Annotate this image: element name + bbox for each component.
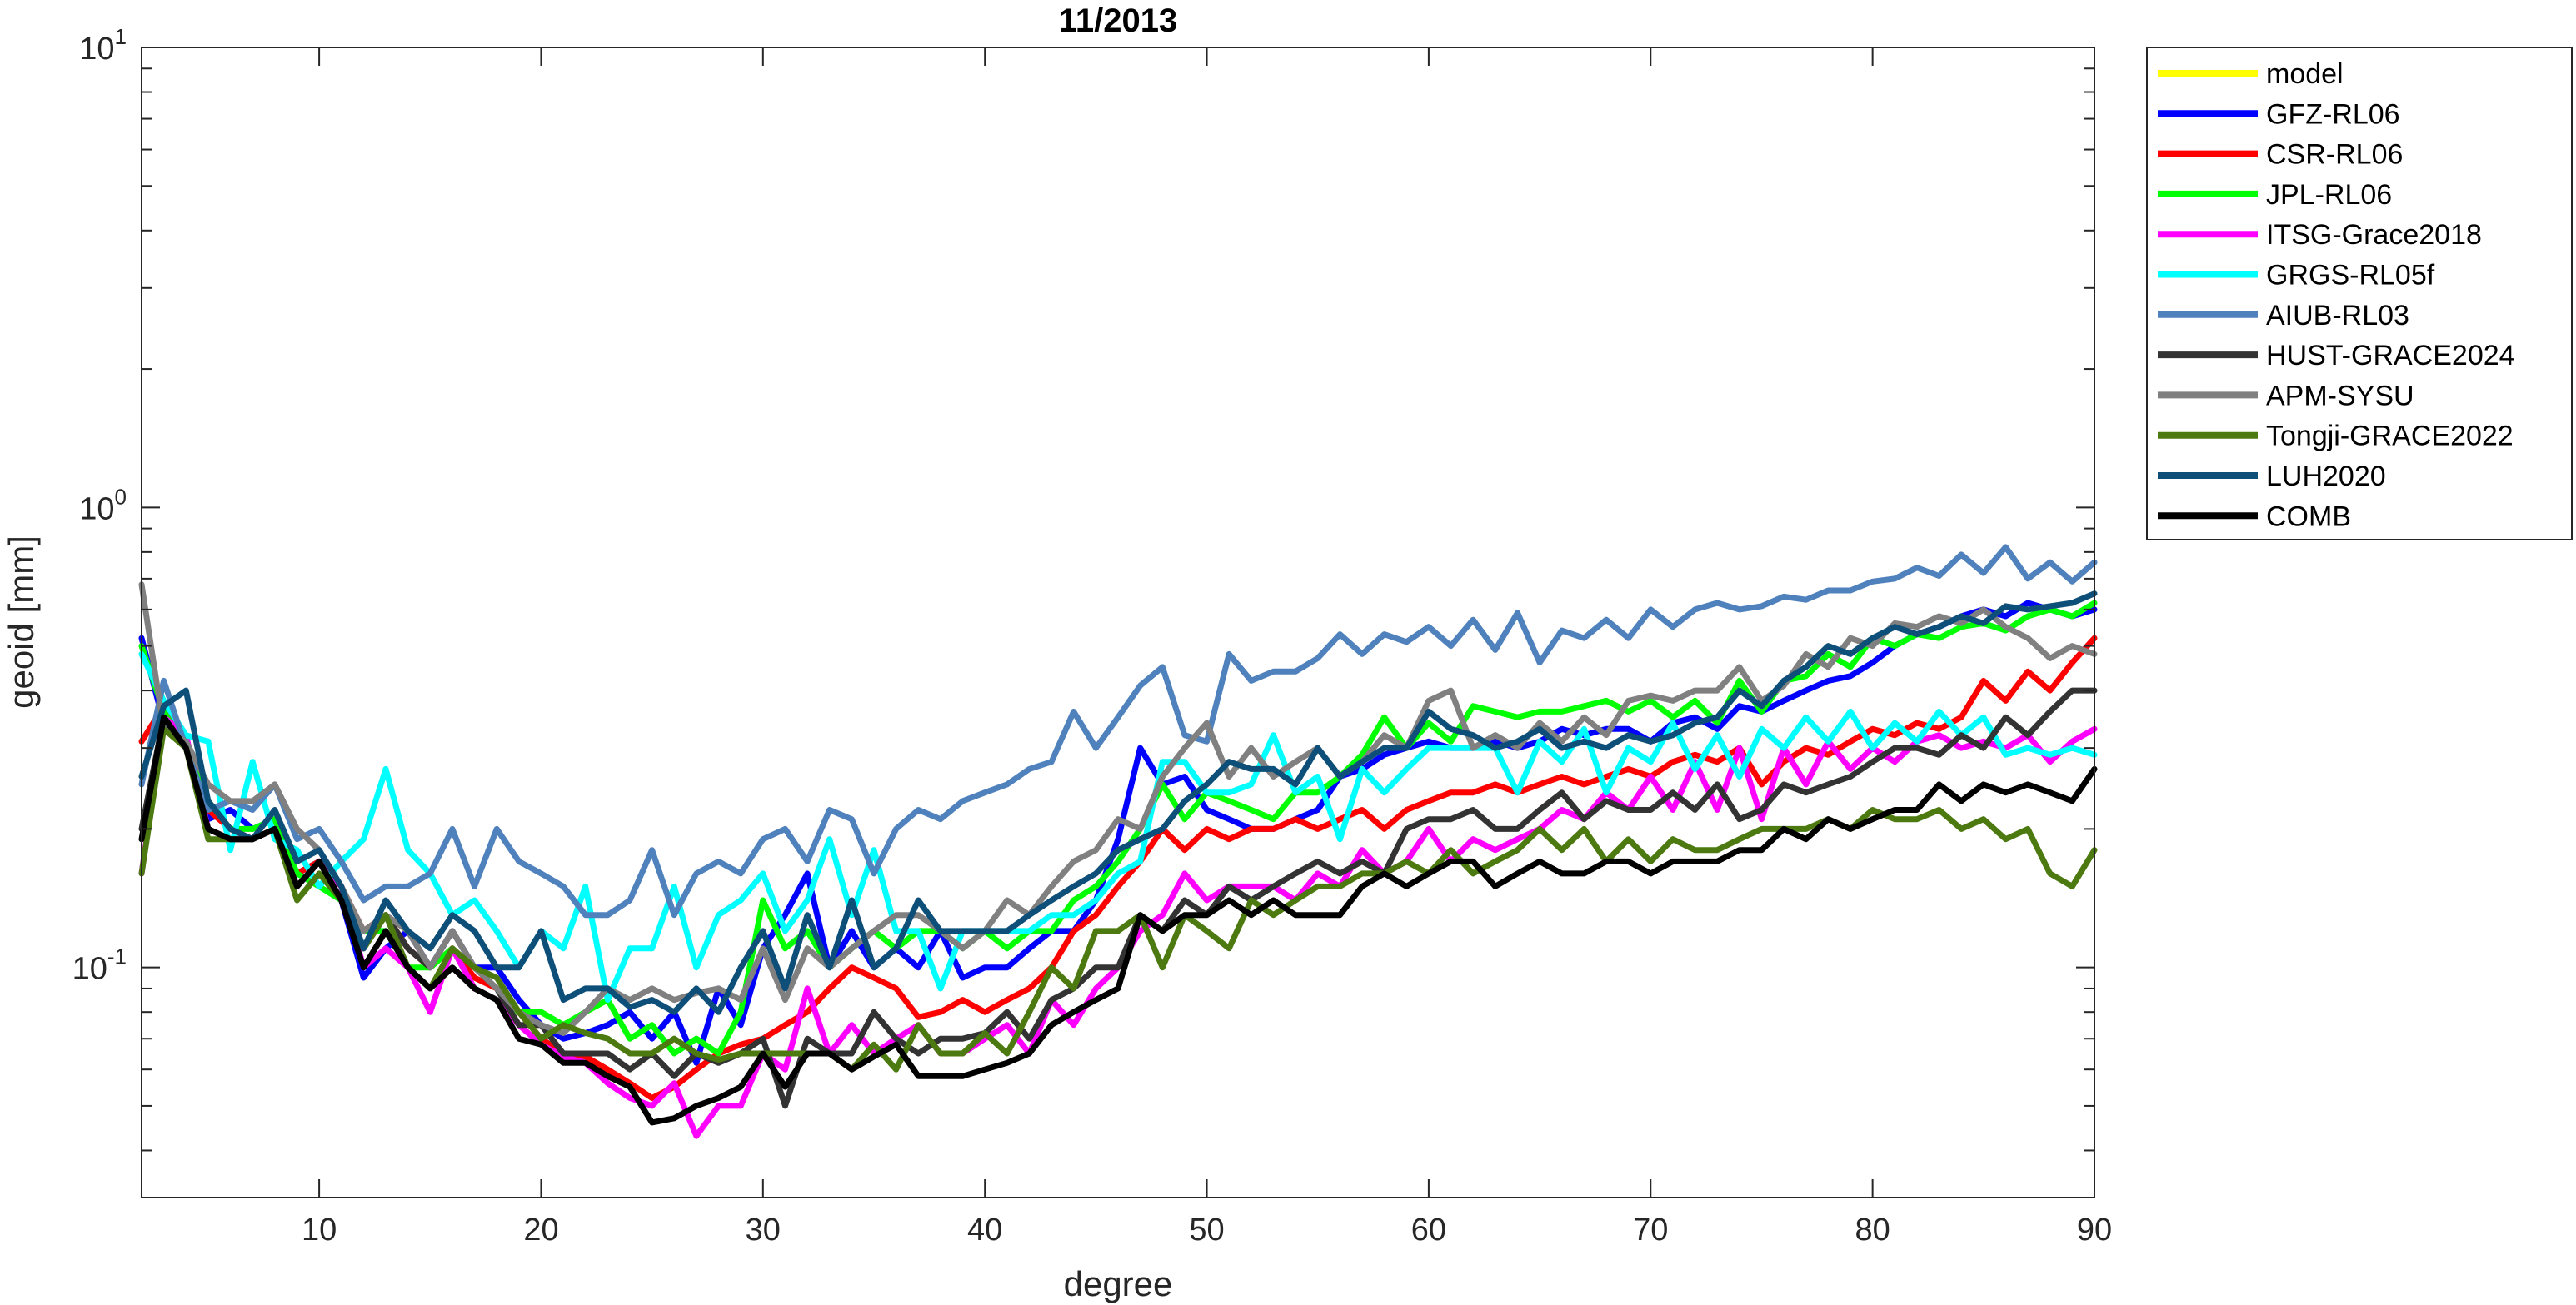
x-tick-label: 30: [746, 1213, 781, 1248]
y-axis-label: geoid [mm]: [2, 535, 41, 709]
y-tick-label: 100: [79, 484, 127, 526]
x-tick-label: 10: [302, 1213, 337, 1248]
legend-label: APM-SYSU: [2266, 380, 2414, 411]
legend-label: AIUB-RL03: [2266, 300, 2409, 331]
legend-label: HUST-GRACE2024: [2266, 340, 2515, 371]
legend-label: model: [2266, 58, 2344, 90]
legend-box: [2146, 47, 2573, 540]
series-line-comb: [138, 714, 2098, 1126]
legend-label: ITSG-Grace2018: [2266, 219, 2482, 251]
x-tick-label: 80: [1855, 1213, 1890, 1248]
x-tick-label: 90: [2077, 1213, 2112, 1248]
y-tick-label: 10-1: [72, 944, 127, 987]
x-tick-label: 70: [1633, 1213, 1668, 1248]
legend: model GFZ-RL06 CSR-RL06 JPL-RL06 ITSG-Grace2…: [2146, 47, 2573, 540]
series-line-grgs-rl05f: [138, 650, 2098, 1004]
legend-label: COMB: [2266, 501, 2351, 532]
plot-background: [142, 47, 2094, 1198]
legend-label: LUH2020: [2266, 461, 2386, 492]
series-line-tongji-grace2022: [138, 725, 2098, 1073]
x-tick-label: 60: [1411, 1213, 1446, 1248]
x-tick-label: 20: [523, 1213, 558, 1248]
chart-title: 11/2013: [1059, 2, 1177, 39]
legend-label: JPL-RL06: [2266, 179, 2392, 211]
series-line-luh2020: [138, 590, 2098, 1015]
x-axis-label: degree: [1064, 1264, 1173, 1303]
y-tick-label: 101: [79, 24, 127, 67]
legend-label: Tongji-GRACE2022: [2266, 421, 2514, 452]
series-line-aiub-rl03: [138, 544, 2098, 919]
legend-label: GFZ-RL06: [2266, 98, 2400, 130]
legend-items: model GFZ-RL06 CSR-RL06 JPL-RL06 ITSG-Grace2…: [2158, 58, 2515, 532]
plot-box: [141, 47, 2095, 1198]
tick-layer: 10 20 30 40 50 60 70 80 90 101 100 10-1: [72, 24, 2113, 1248]
legend-label: CSR-RL06: [2266, 139, 2403, 171]
x-tick-label: 40: [967, 1213, 1002, 1248]
series-layer: [138, 544, 2098, 1139]
series-line-csr-rl06: [138, 635, 2098, 1101]
legend-label: GRGS-RL05f: [2266, 260, 2435, 291]
x-tick-label: 50: [1189, 1213, 1224, 1248]
